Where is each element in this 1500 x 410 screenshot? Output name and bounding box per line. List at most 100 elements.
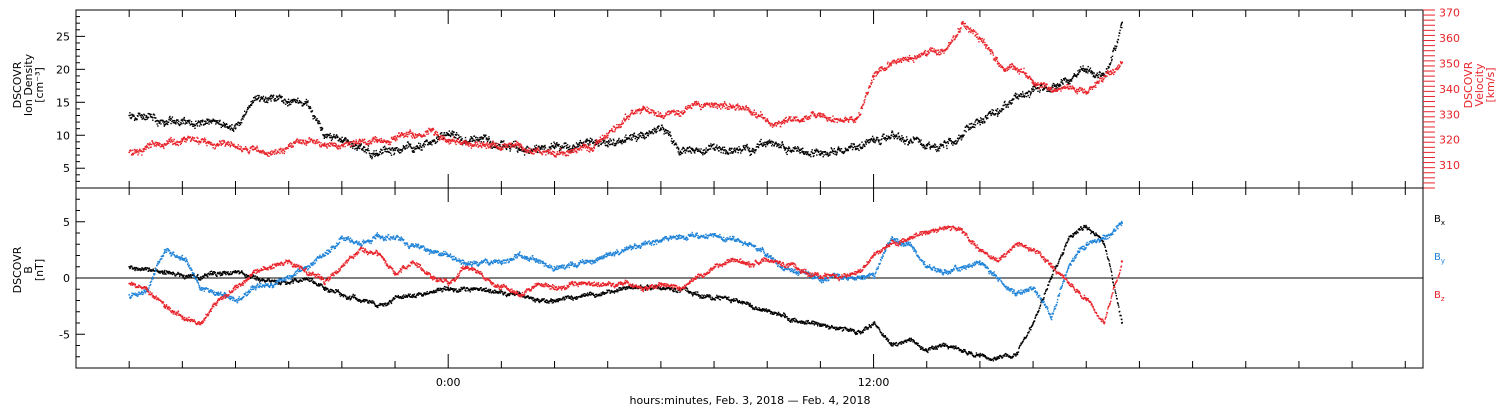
data-point	[325, 133, 328, 136]
data-point	[799, 119, 801, 121]
data-point	[747, 146, 749, 148]
data-point	[957, 140, 959, 142]
data-point	[426, 129, 428, 132]
data-point	[1096, 74, 1098, 76]
data-point	[868, 87, 870, 89]
data-point	[271, 150, 273, 152]
data-point	[851, 148, 854, 151]
data-point	[696, 148, 698, 151]
data-point	[688, 150, 690, 152]
data-point	[171, 120, 173, 122]
data-point	[566, 146, 568, 149]
data-point	[196, 123, 198, 125]
data-point	[728, 103, 731, 105]
data-point	[608, 141, 610, 143]
data-point	[636, 110, 638, 112]
data-point	[617, 126, 619, 129]
data-point	[428, 127, 430, 130]
data-point	[769, 141, 771, 144]
data-point	[1016, 93, 1018, 95]
data-point	[785, 147, 787, 149]
data-point	[788, 117, 790, 120]
data-point	[231, 124, 233, 126]
data-point	[760, 111, 762, 113]
data-point	[916, 136, 918, 139]
data-point	[672, 111, 675, 113]
data-point	[900, 140, 903, 142]
data-point	[352, 140, 355, 142]
data-point	[1047, 88, 1049, 91]
data-point	[1051, 84, 1054, 87]
data-point	[582, 143, 584, 145]
data-point	[781, 122, 784, 124]
data-point	[233, 145, 235, 147]
data-point	[424, 135, 426, 137]
data-point	[854, 147, 857, 150]
data-point	[1110, 62, 1112, 64]
data-point	[206, 144, 208, 147]
data-point	[572, 144, 575, 146]
data-point	[473, 135, 476, 137]
data-point	[992, 54, 995, 56]
data-point	[372, 136, 374, 139]
data-point	[819, 113, 821, 115]
data-point	[947, 47, 949, 49]
data-point	[131, 114, 134, 116]
data-point	[535, 147, 537, 149]
data-point	[685, 106, 687, 108]
data-point	[700, 151, 702, 153]
data-point	[681, 148, 683, 151]
data-point	[326, 146, 328, 148]
data-point	[703, 102, 706, 105]
data-point	[499, 145, 502, 148]
data-point	[533, 153, 535, 155]
data-point	[855, 117, 857, 120]
data-point	[355, 144, 358, 147]
data-point	[965, 27, 967, 29]
data-point	[716, 107, 718, 110]
data-point	[657, 111, 659, 113]
data-point	[451, 134, 453, 136]
data-point	[795, 120, 797, 122]
data-point	[460, 142, 462, 144]
data-point	[518, 149, 520, 151]
data-point	[226, 126, 228, 128]
data-point	[662, 126, 664, 129]
data-point	[223, 124, 225, 126]
data-point	[513, 144, 516, 146]
data-point	[1022, 95, 1025, 98]
data-point	[1093, 86, 1095, 88]
data-point	[254, 97, 257, 99]
data-point	[419, 143, 422, 145]
data-point	[931, 47, 934, 49]
data-point	[506, 144, 508, 146]
data-point	[666, 113, 668, 116]
data-point	[549, 152, 551, 154]
data-point	[1059, 88, 1062, 90]
data-point	[374, 152, 376, 155]
data-point	[381, 139, 383, 142]
data-point	[139, 150, 141, 152]
data-point	[799, 152, 801, 154]
data-point	[331, 138, 333, 140]
data-point	[814, 151, 817, 153]
data-point	[423, 146, 425, 148]
data-point	[305, 101, 308, 104]
data-point	[780, 125, 782, 128]
data-point	[843, 118, 846, 120]
data-point	[357, 145, 359, 148]
data-point	[594, 141, 596, 144]
data-point	[579, 144, 581, 146]
data-point	[863, 144, 865, 146]
data-point	[757, 143, 759, 145]
data-point	[342, 146, 344, 148]
data-point	[939, 143, 941, 146]
data-point	[417, 146, 419, 149]
data-point	[655, 128, 658, 131]
data-point	[1032, 90, 1035, 93]
data-point	[408, 133, 410, 136]
data-point	[578, 149, 581, 151]
data-point	[794, 119, 796, 121]
data-point	[965, 131, 967, 133]
data-point	[326, 135, 328, 137]
